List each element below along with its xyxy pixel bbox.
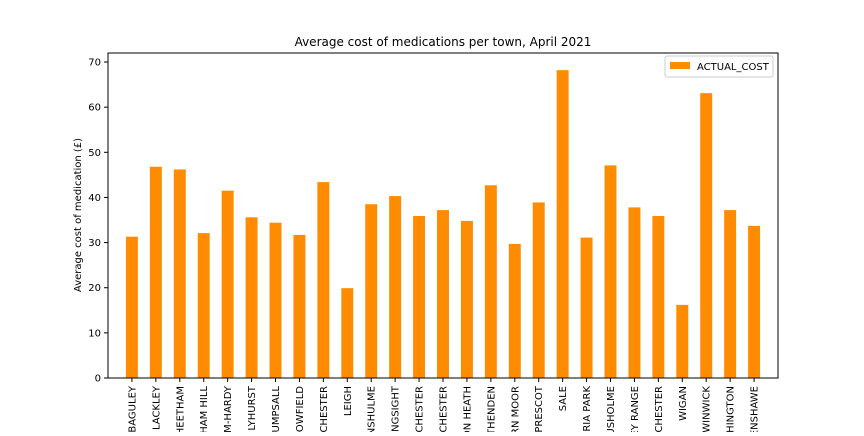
y-tick-label: 60 (88, 103, 101, 114)
bar (125, 236, 138, 378)
x-tick-label: RN MOOR (510, 386, 521, 432)
x-tick-label: LACKLEY (151, 385, 162, 430)
x-tick-label: LYHURST (247, 385, 258, 430)
x-tick-label: NGSIGHT (391, 385, 402, 432)
x-tick-label: CHESTER (415, 386, 426, 432)
bar (197, 233, 210, 378)
x-tick-label: ENSHAWE (750, 386, 761, 432)
bar (484, 185, 497, 378)
bar (700, 93, 713, 378)
x-tick-label: PRESCOT (534, 385, 545, 432)
bar (580, 237, 593, 378)
bar (245, 217, 258, 378)
bar (508, 243, 521, 378)
bar (365, 204, 378, 378)
y-tick-label: 30 (88, 238, 101, 249)
x-tick-label: USHOLME (606, 386, 617, 432)
x-tick-label: HEETHAM (175, 386, 186, 432)
bar (293, 234, 306, 378)
bar (413, 215, 426, 378)
x-tick-label: WINWICK (702, 386, 713, 432)
x-tick-label: SALE (558, 386, 569, 411)
x-tick-label: HINGTON (726, 386, 737, 432)
y-tick-label: 40 (88, 193, 101, 204)
y-tick-label: 0 (95, 374, 101, 385)
y-axis: 0 10 20 30 40 50 60 70 (88, 58, 108, 385)
bar (317, 182, 330, 378)
legend: ACTUAL_COST (664, 55, 774, 78)
x-tick-label: ON HEATH (462, 386, 473, 432)
y-tick-label: 70 (88, 58, 101, 69)
plot-frame (107, 52, 779, 379)
x-tick-label: CHESTER (439, 386, 450, 432)
bar (341, 288, 354, 378)
x-tick-label: WIGAN (678, 386, 689, 421)
x-axis: BAGULEY LACKLEY HEETHAM HAM HILL M-HARDY LYHU… (127, 378, 761, 436)
x-tick-label: OWFIELD (295, 386, 306, 432)
bar (628, 207, 641, 378)
x-tick-label: RIA PARK (582, 386, 593, 432)
x-tick-label: BAGULEY (127, 385, 138, 432)
bar (437, 210, 449, 378)
x-tick-label: EY RANGE (630, 386, 641, 432)
x-tick-label: UMPSALL (271, 386, 282, 432)
legend-label: ACTUAL_COST (697, 62, 770, 73)
bar (556, 70, 569, 379)
bars-group (125, 70, 761, 379)
y-axis-label: Average cost of medication (£) (73, 138, 84, 292)
y-tick-label: 50 (88, 148, 101, 159)
x-tick-label: CHESTER (654, 386, 665, 432)
legend-swatch (670, 62, 690, 69)
chart-title: Average cost of medications per town, Ap… (295, 35, 592, 49)
y-tick-label: 20 (88, 283, 101, 294)
bar (221, 190, 234, 378)
bar (604, 165, 617, 378)
bar (532, 202, 545, 378)
bar (676, 304, 689, 378)
bar (173, 169, 186, 378)
bar (652, 215, 665, 378)
x-tick-label: LEIGH (343, 386, 354, 416)
y-tick-label: 10 (88, 328, 101, 339)
bar (460, 220, 473, 378)
bar (149, 166, 162, 378)
bar (748, 225, 761, 378)
x-tick-label: NSHULME (367, 386, 378, 432)
bar (269, 222, 282, 378)
legend-box (664, 55, 774, 78)
x-tick-label: HAM HILL (199, 386, 210, 432)
bar (389, 196, 402, 378)
bar (724, 210, 737, 378)
x-tick-label: M-HARDY (223, 385, 234, 432)
x-tick-label: THENDEN (486, 386, 497, 432)
x-tick-label: CHESTER (319, 386, 330, 432)
